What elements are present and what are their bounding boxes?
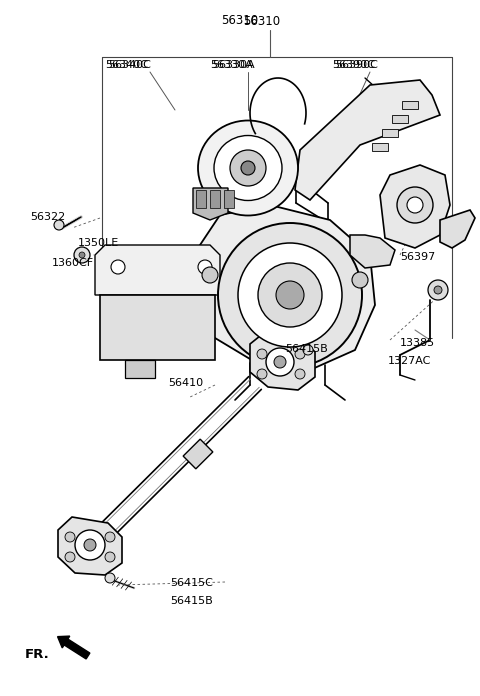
Text: 56322: 56322 — [30, 212, 65, 222]
Text: 1327AC: 1327AC — [388, 356, 432, 366]
Polygon shape — [295, 80, 440, 200]
Polygon shape — [198, 205, 375, 370]
Circle shape — [397, 187, 433, 223]
Polygon shape — [440, 210, 475, 248]
Circle shape — [202, 267, 218, 283]
Ellipse shape — [214, 136, 282, 200]
Circle shape — [65, 532, 75, 542]
Circle shape — [241, 161, 255, 175]
Text: 13385: 13385 — [400, 338, 435, 348]
Bar — [402, 101, 418, 109]
Circle shape — [434, 286, 442, 294]
Circle shape — [352, 272, 368, 288]
Ellipse shape — [198, 120, 298, 216]
Text: 56415B: 56415B — [285, 344, 328, 354]
Bar — [100, 295, 215, 360]
Circle shape — [65, 552, 75, 562]
Circle shape — [238, 243, 342, 347]
Bar — [210, 190, 220, 208]
Text: 56310: 56310 — [221, 14, 259, 27]
Text: 56330A: 56330A — [212, 60, 254, 70]
Polygon shape — [380, 165, 450, 248]
Circle shape — [111, 260, 125, 274]
Circle shape — [303, 345, 313, 355]
Polygon shape — [58, 517, 122, 575]
Text: 1360CF: 1360CF — [52, 258, 94, 268]
Text: 56340C: 56340C — [108, 60, 151, 70]
Circle shape — [105, 552, 115, 562]
Polygon shape — [350, 235, 395, 268]
Circle shape — [428, 280, 448, 300]
Bar — [382, 129, 398, 137]
Polygon shape — [183, 439, 213, 469]
Text: 56410: 56410 — [168, 378, 203, 388]
FancyArrow shape — [58, 636, 90, 659]
Text: 56330A: 56330A — [210, 60, 252, 70]
Circle shape — [105, 532, 115, 542]
Text: 56415B: 56415B — [170, 596, 213, 606]
Circle shape — [84, 539, 96, 551]
Text: 56390C: 56390C — [332, 60, 375, 70]
Circle shape — [218, 223, 362, 367]
Text: 1350LE: 1350LE — [78, 238, 119, 248]
Text: 56390C: 56390C — [335, 60, 378, 70]
Text: 56310: 56310 — [243, 15, 280, 28]
Circle shape — [258, 263, 322, 327]
Circle shape — [295, 349, 305, 359]
Circle shape — [105, 573, 115, 583]
Circle shape — [276, 281, 304, 309]
Text: 56415C: 56415C — [170, 578, 213, 588]
Circle shape — [266, 348, 294, 376]
Text: 56340C: 56340C — [105, 60, 148, 70]
Circle shape — [74, 247, 90, 263]
Circle shape — [295, 369, 305, 379]
Bar — [224, 190, 234, 208]
Circle shape — [75, 530, 105, 560]
Text: 56397: 56397 — [400, 252, 435, 262]
Circle shape — [274, 356, 286, 368]
Circle shape — [198, 260, 212, 274]
Circle shape — [230, 150, 266, 186]
Bar — [392, 115, 408, 123]
Polygon shape — [95, 245, 220, 295]
Circle shape — [79, 252, 85, 258]
Polygon shape — [193, 188, 228, 220]
Bar — [372, 143, 388, 151]
Polygon shape — [125, 360, 155, 378]
Circle shape — [257, 349, 267, 359]
Circle shape — [257, 369, 267, 379]
Text: FR.: FR. — [25, 648, 50, 661]
Circle shape — [54, 220, 64, 230]
Bar — [196, 190, 206, 208]
Polygon shape — [250, 332, 315, 390]
Circle shape — [407, 197, 423, 213]
